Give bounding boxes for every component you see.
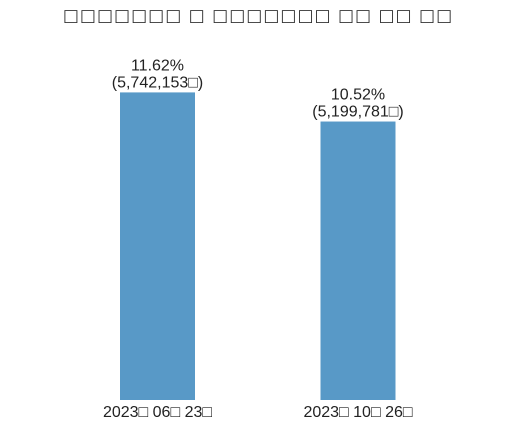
x-tick-label-1: 2023□ 06□ 23□	[103, 404, 212, 421]
chart-title: □□□□□□□ □ □□□□□□□ □□ □□ □□	[63, 6, 453, 26]
bars-layer	[120, 92, 396, 400]
bar-1-count-label: (5,742,153□)	[112, 74, 204, 91]
data-labels-layer: 11.62%(5,742,153□) 10.52%(5,199,781□)	[112, 57, 404, 120]
x-tick-label-2: 2023□ 10□ 26□	[303, 404, 412, 421]
bar-1-percent-label: 11.62%	[131, 57, 184, 74]
bar-1	[120, 92, 195, 400]
x-axis-ticks: 2023□ 06□ 23□ 2023□ 10□ 26□	[103, 404, 413, 421]
bar-2	[320, 121, 396, 400]
bar-2-percent-label: 10.52%	[331, 87, 385, 104]
bar-2-count-label: (5,199,781□)	[312, 104, 404, 121]
